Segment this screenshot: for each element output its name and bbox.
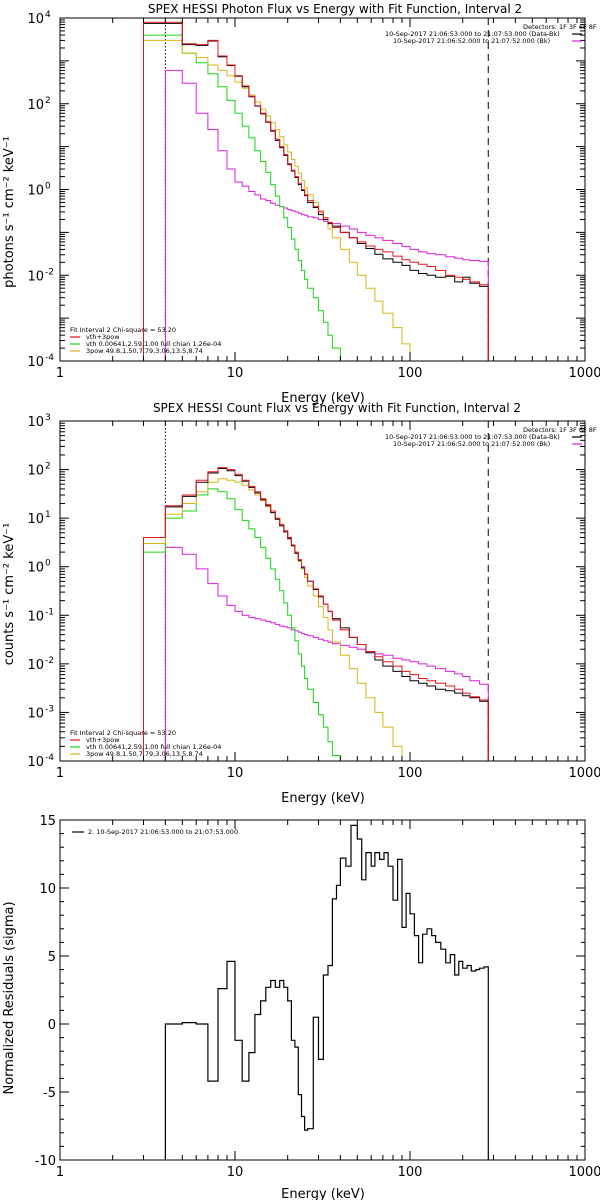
y-tick-exponent: 2	[45, 462, 51, 472]
y-tick-exponent: 0	[45, 182, 51, 192]
x-tick-label: 1	[56, 766, 64, 781]
x-tick-label: 1000	[568, 366, 600, 381]
legend-title: Fit Interval 2 Chi-square = 53.20	[70, 326, 176, 334]
info-bk-interval: 10-Sep-2017 21:06:52.000 to 21:07:52.000…	[393, 440, 550, 448]
x-tick-label: 1000	[568, 766, 600, 781]
chart-title: SPEX HESSI Count Flux vs Energy with Fit…	[153, 401, 521, 415]
y-tick-exponent: 0	[45, 559, 51, 569]
legend-label-vth: vth 0.00641,2.59,1.00 full chian 1.26e-0…	[86, 743, 221, 751]
y-axis-label: Normalized Residuals (sigma)	[2, 901, 17, 1094]
series-vth-plus-3pow	[143, 21, 489, 361]
x-axis-label: Energy (keV)	[281, 1187, 365, 1200]
legend-label-total: vth+3pow	[86, 333, 120, 341]
y-tick-label: 10	[27, 609, 44, 624]
legend: 2. 10-Sep-2017 21:06:53.000 to 21:07:53.…	[72, 828, 238, 836]
y-tick-label: -5	[43, 1086, 56, 1101]
y-tick-label: 10	[27, 12, 44, 27]
x-tick-label: 100	[398, 1165, 423, 1180]
plot-frame	[59, 17, 586, 362]
y-tick-label: 10	[27, 464, 44, 479]
x-tick-label: 100	[398, 766, 423, 781]
y-tick-label: 10	[27, 755, 44, 770]
y-tick-label: 10	[27, 561, 44, 576]
x-axis-label: Energy (keV)	[281, 391, 365, 406]
x-tick-label: 1000	[568, 1165, 600, 1180]
info-detectors: Detectors: 1F 3F 6F 8F	[523, 23, 597, 31]
x-tick-label: 1	[56, 1165, 64, 1180]
y-tick-exponent: -1	[45, 607, 54, 617]
x-tick-label: 100	[398, 366, 423, 381]
y-tick-exponent: 1	[45, 510, 51, 520]
y-tick-label: 10	[39, 882, 56, 897]
y-axis-label-text: photons s⁻¹ cm⁻² keV⁻¹	[2, 136, 17, 288]
x-axis-label: Energy (keV)	[281, 791, 365, 806]
series-vth	[143, 488, 341, 761]
y-tick-exponent: -2	[45, 267, 54, 277]
info-box: Detectors: 1F 3F 6F 8F 10-Sep-2017 21:06…	[385, 426, 597, 448]
count-flux-panel: SPEX HESSI Count Flux vs Energy with Fit…	[2, 401, 600, 806]
y-tick-label: 10	[27, 184, 44, 199]
y-axis-label: photons s⁻¹ cm⁻² keV⁻¹	[2, 136, 17, 288]
legend: Fit Interval 2 Chi-square = 53.20 vth+3p…	[70, 326, 221, 355]
series-background	[164, 546, 489, 761]
y-tick-exponent: -4	[45, 753, 54, 763]
photon-flux-panel: SPEX HESSI Photon Flux vs Energy with Fi…	[2, 2, 600, 406]
y-tick-exponent: -2	[45, 656, 54, 666]
y-tick-label: -10	[35, 1154, 56, 1169]
y-tick-label: 10	[27, 658, 44, 673]
y-tick-label: 0	[48, 1018, 56, 1033]
y-tick-label: 10	[27, 355, 44, 370]
y-tick-label: 10	[27, 98, 44, 113]
legend-label-3pow: 3pow 49.8,1.50,7.79,3.06,13.5,8.74	[86, 750, 203, 758]
series-background	[164, 69, 489, 361]
y-tick-label: 5	[48, 950, 56, 965]
y-tick-label: 15	[39, 814, 56, 829]
y-tick-exponent: -3	[45, 704, 54, 714]
info-detectors: Detectors: 1F 3F 6F 8F	[523, 426, 597, 434]
y-tick-label: 10	[27, 706, 44, 721]
x-tick-label: 10	[227, 366, 244, 381]
info-data-interval: 10-Sep-2017 21:06:53.000 to 21:07:53.000…	[385, 30, 560, 38]
y-tick-exponent: 3	[45, 413, 51, 423]
y-tick-label: 10	[27, 269, 44, 284]
y-tick-exponent: 4	[45, 10, 51, 20]
x-tick-label: 1	[56, 366, 64, 381]
y-tick-exponent: -4	[45, 353, 54, 363]
x-tick-label: 10	[227, 766, 244, 781]
series-vth-plus-3pow	[143, 467, 489, 761]
y-tick-label: 10	[27, 512, 44, 527]
plot-frame	[59, 819, 586, 1161]
x-tick-label: 10	[227, 1165, 244, 1180]
legend-label-total: vth+3pow	[86, 736, 120, 744]
info-data-interval: 10-Sep-2017 21:06:53.000 to 21:07:53.000…	[385, 433, 560, 441]
y-tick-label: 10	[27, 415, 44, 430]
y-axis-label-text: Normalized Residuals (sigma)	[2, 901, 17, 1094]
plot-frame	[59, 420, 586, 762]
legend-label-residuals: 2. 10-Sep-2017 21:06:53.000 to 21:07:53.…	[88, 828, 238, 836]
series-data	[143, 22, 489, 361]
series-3pow	[143, 478, 403, 761]
legend: Fit Interval 2 Chi-square = 53.20 vth+3p…	[70, 729, 221, 758]
legend-title: Fit Interval 2 Chi-square = 53.20	[70, 729, 176, 737]
series-vth	[143, 34, 341, 361]
series-residuals	[164, 824, 489, 1160]
chart-title: SPEX HESSI Photon Flux vs Energy with Fi…	[148, 2, 522, 16]
y-axis-label-text: counts s⁻¹ cm⁻² keV⁻¹	[2, 523, 17, 666]
y-tick-exponent: 2	[45, 96, 51, 106]
residuals-panel: Normalized Residuals (sigma) Energy (keV…	[2, 814, 600, 1202]
y-axis-label: counts s⁻¹ cm⁻² keV⁻¹	[2, 523, 17, 666]
info-box: Detectors: 1F 3F 6F 8F 10-Sep-2017 21:06…	[385, 23, 597, 45]
series-3pow	[143, 39, 411, 361]
legend-label-3pow: 3pow 49.8,1.50,7.79,3.06,13.5,8.74	[86, 347, 203, 355]
info-bk-interval: 10-Sep-2017 21:06:52.000 to 21:07:52.000…	[393, 37, 550, 45]
legend-label-vth: vth 0.00641,2.59,1.00 full chian 1.26e-0…	[86, 340, 221, 348]
series-data	[143, 468, 489, 761]
